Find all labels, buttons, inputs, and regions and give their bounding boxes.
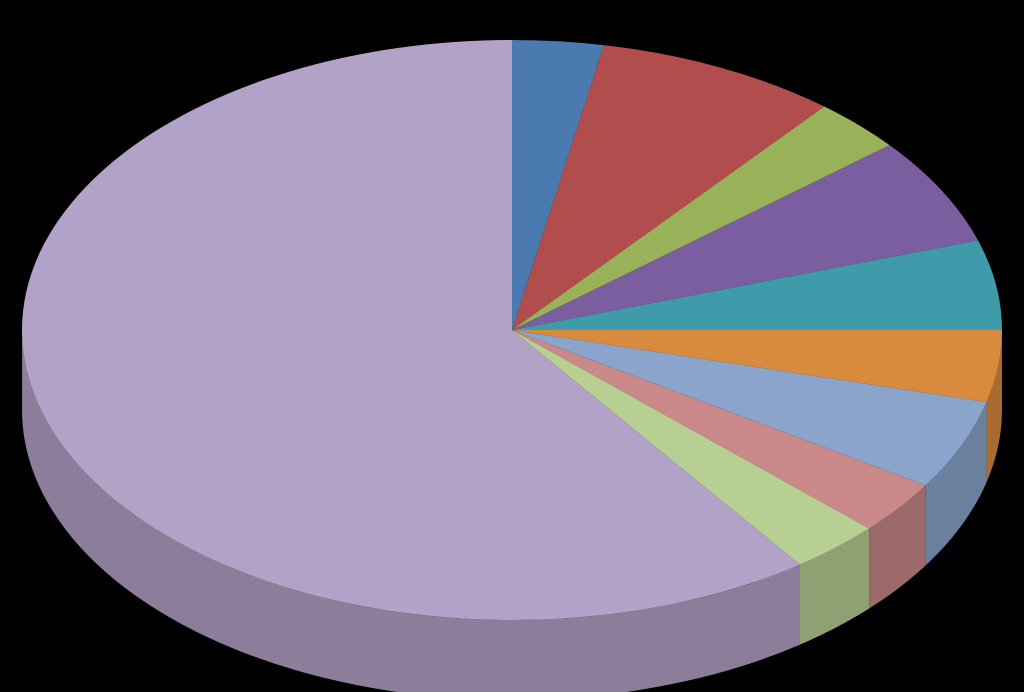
pie-chart-svg [0, 0, 1024, 692]
pie-chart-3d [0, 0, 1024, 692]
